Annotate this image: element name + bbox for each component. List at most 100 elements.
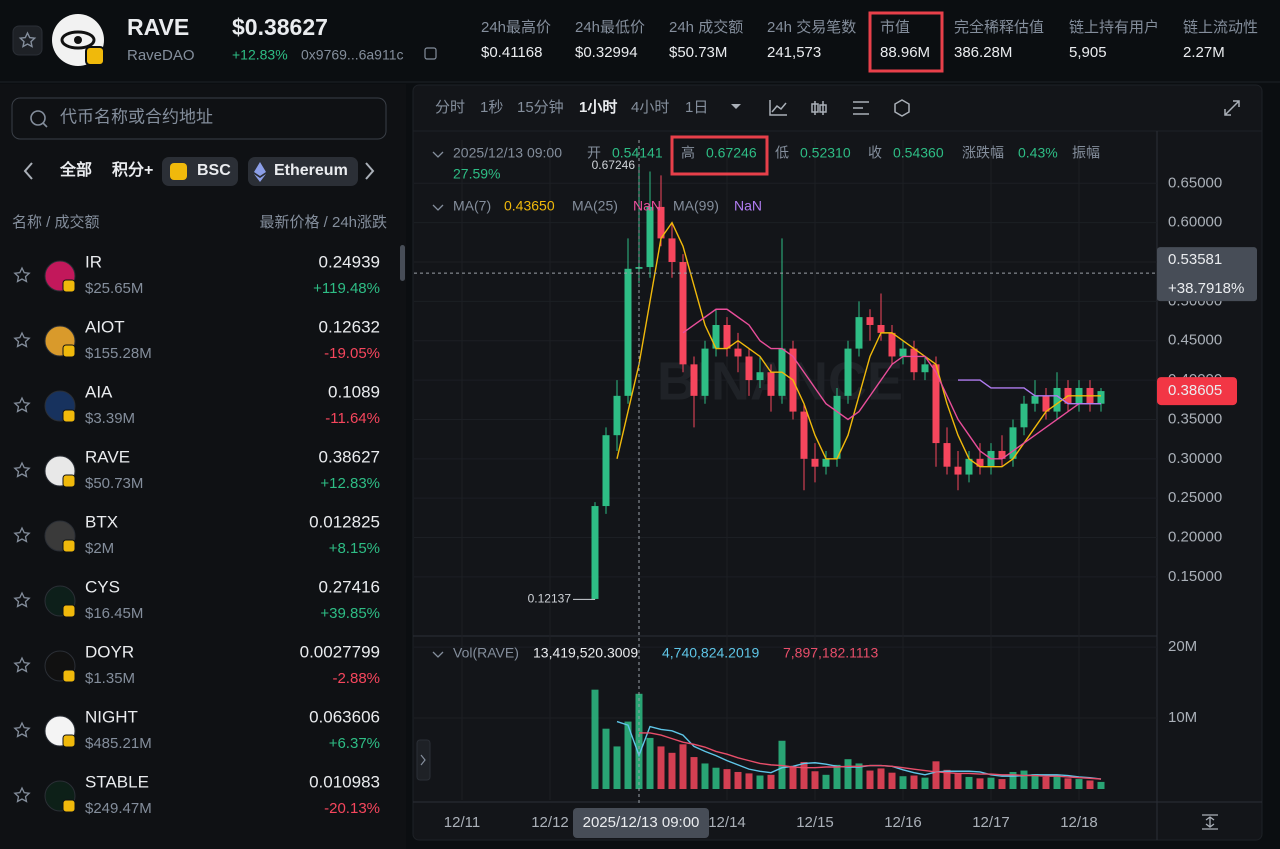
- last-price-tag: [1157, 377, 1237, 406]
- token-name: RaveDAO: [127, 47, 195, 64]
- stat-label: 市值: [880, 19, 910, 36]
- favorite-button[interactable]: [12, 25, 43, 56]
- candle-body: [921, 364, 929, 373]
- y-tick-label: 10M: [1168, 709, 1197, 726]
- interval-tab[interactable]: 4小时: [631, 99, 669, 116]
- volume-bar: [800, 762, 808, 789]
- y-tick-label: 0.15000: [1168, 568, 1222, 585]
- star-icon[interactable]: [13, 396, 31, 413]
- stat-value: 5,905: [1069, 44, 1107, 61]
- stat-label: 24h最高价: [481, 19, 551, 36]
- bsc-badge: [62, 344, 76, 358]
- panel-toggle[interactable]: [416, 739, 431, 781]
- y-tick-label: 0.45000: [1168, 332, 1222, 349]
- volume-bar: [646, 737, 654, 789]
- interval-dropdown[interactable]: [731, 104, 741, 109]
- legend-label: 开: [587, 145, 601, 161]
- candle-body: [998, 450, 1006, 459]
- y-tick-label: 0.60000: [1168, 214, 1222, 231]
- stat-label: 24h最低价: [575, 19, 645, 36]
- star-icon[interactable]: [13, 591, 31, 608]
- token-symbol: IR: [85, 252, 102, 271]
- candle-body: [679, 262, 687, 365]
- bsc-badge: [62, 799, 76, 813]
- indicator-icon[interactable]: [769, 100, 787, 116]
- candle-body: [822, 458, 830, 467]
- interval-tab[interactable]: 分时: [435, 99, 465, 116]
- scale-icon[interactable]: [1202, 814, 1218, 830]
- volume-bar: [679, 744, 687, 789]
- token-price: 0.0027799: [300, 642, 380, 661]
- volume-bar: [657, 746, 665, 789]
- volume-bar: [1053, 774, 1061, 789]
- volume-bar: [1009, 771, 1017, 789]
- candle-body: [767, 372, 775, 396]
- star-icon[interactable]: [13, 266, 31, 283]
- symbol: RAVE: [127, 14, 189, 40]
- candle-body: [624, 268, 632, 396]
- volume-bar: [778, 740, 786, 789]
- chain-tab[interactable]: 积分+: [112, 161, 153, 179]
- x-tick-label: 12/11: [444, 814, 480, 831]
- ma-line: [958, 379, 1101, 405]
- token-change: -20.13%: [324, 800, 380, 817]
- star-icon[interactable]: [13, 656, 31, 673]
- volume-bar: [943, 769, 951, 789]
- token-change: -2.88%: [332, 670, 380, 687]
- interval-tab[interactable]: 1小时: [579, 99, 617, 116]
- search-placeholder: 代币名称或合约地址: [60, 107, 213, 126]
- ma-line: [682, 308, 1101, 460]
- fullscreen-icon[interactable]: [1224, 100, 1240, 116]
- star-icon[interactable]: [13, 331, 31, 348]
- token-symbol: STABLE: [85, 772, 149, 791]
- candle-body: [943, 443, 951, 467]
- volume-bar: [1020, 770, 1028, 789]
- vol-collapse[interactable]: [432, 651, 444, 658]
- chain-tab[interactable]: 全部: [59, 160, 92, 179]
- search-box[interactable]: [11, 97, 387, 140]
- logo-pupil: [74, 36, 82, 44]
- interval-tab[interactable]: 15分钟: [517, 99, 564, 116]
- volume-bar: [745, 773, 753, 789]
- token-change: +6.37%: [329, 735, 380, 752]
- ma-collapse[interactable]: [432, 204, 444, 211]
- scroll-right[interactable]: [365, 162, 375, 180]
- legend-label: 收: [868, 145, 882, 161]
- legend-collapse[interactable]: [432, 151, 444, 158]
- chain-icon: [254, 162, 266, 182]
- search-icon-handle: [42, 122, 48, 128]
- volume-bar: [877, 768, 885, 789]
- star-icon[interactable]: [13, 786, 31, 803]
- volume-bar: [668, 752, 676, 789]
- chain-tab[interactable]: BSC: [197, 162, 231, 179]
- interval-tab[interactable]: 1秒: [480, 99, 503, 116]
- volume-ma-line: [639, 732, 1102, 780]
- token-volume: $16.45M: [85, 605, 143, 622]
- star-icon[interactable]: [13, 461, 31, 478]
- settings-icon[interactable]: [853, 101, 869, 115]
- candle-body: [811, 458, 819, 467]
- volume-bar: [1064, 778, 1072, 789]
- chain-tab[interactable]: Ethereum: [274, 162, 348, 179]
- interval-tab[interactable]: 1日: [685, 99, 708, 116]
- bsc-badge: [85, 46, 105, 66]
- star-icon[interactable]: [13, 526, 31, 543]
- token-volume: $25.65M: [85, 280, 143, 297]
- legend-series-name: MA(25): [572, 198, 618, 214]
- candle-body: [668, 238, 676, 263]
- candle-icon[interactable]: [811, 101, 827, 115]
- legend-label: 低: [775, 145, 789, 161]
- volume-bar: [855, 763, 863, 789]
- stat-label: 链上流动性: [1183, 19, 1258, 36]
- star-icon[interactable]: [13, 721, 31, 738]
- stat-label: 链上持有用户: [1069, 19, 1159, 36]
- scroll-left[interactable]: [23, 162, 33, 180]
- token-symbol: AIA: [85, 382, 113, 401]
- token-change: +8.15%: [329, 540, 380, 557]
- chain-icon: [170, 163, 187, 180]
- stat-value: 386.28M: [954, 44, 1012, 61]
- chain-pill[interactable]: [248, 157, 358, 186]
- scrollbar: [400, 245, 405, 281]
- hex-icon[interactable]: [894, 99, 910, 117]
- copy-icon[interactable]: [424, 47, 437, 60]
